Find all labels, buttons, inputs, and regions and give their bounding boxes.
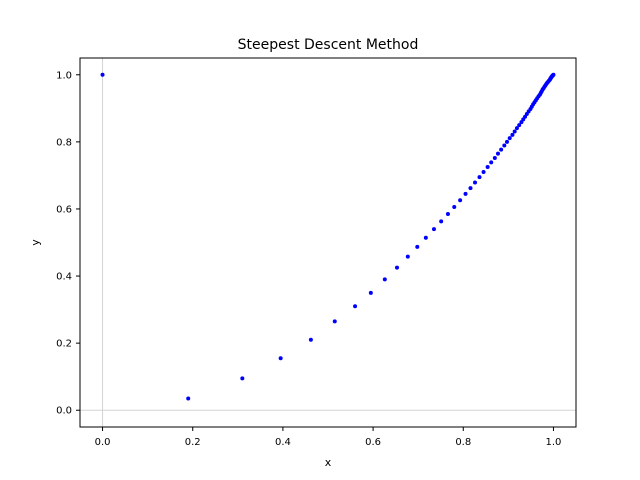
data-point bbox=[502, 143, 507, 148]
data-point bbox=[489, 160, 494, 165]
x-tick-label: 0.6 bbox=[365, 437, 381, 448]
data-point bbox=[405, 254, 410, 259]
data-point bbox=[423, 235, 428, 240]
data-point bbox=[468, 186, 473, 191]
x-tick-label: 0.8 bbox=[455, 437, 471, 448]
data-point bbox=[507, 136, 512, 141]
plot-frame bbox=[79, 57, 577, 428]
x-ticks: 0.0 0.2 0.4 0.6 0.8 1.0 bbox=[95, 427, 562, 448]
data-point bbox=[415, 244, 420, 249]
data-point bbox=[463, 191, 468, 196]
data-point bbox=[514, 126, 519, 131]
data-point bbox=[100, 72, 105, 77]
x-tick-label: 1.0 bbox=[546, 437, 562, 448]
x-axis-label: x bbox=[325, 456, 332, 469]
y-ticks: 0.0 0.2 0.4 0.6 0.8 1.0 bbox=[56, 70, 80, 417]
data-point bbox=[445, 211, 450, 216]
x-tick-label: 0.2 bbox=[185, 437, 201, 448]
data-point bbox=[458, 198, 463, 203]
data-point bbox=[332, 319, 337, 324]
y-tick-label: 0.2 bbox=[56, 339, 72, 350]
data-point bbox=[485, 165, 490, 170]
data-point bbox=[382, 277, 387, 282]
data-point bbox=[492, 155, 497, 160]
chart-title: Steepest Descent Method bbox=[238, 37, 419, 53]
data-point bbox=[477, 175, 482, 180]
data-point bbox=[452, 204, 457, 209]
data-point bbox=[481, 170, 486, 175]
data-point bbox=[278, 356, 283, 361]
y-tick-label: 0.6 bbox=[56, 204, 72, 215]
data-point bbox=[353, 304, 358, 309]
data-point bbox=[551, 72, 556, 77]
x-tick-label: 0.0 bbox=[95, 437, 111, 448]
y-tick-label: 0.4 bbox=[56, 272, 72, 283]
data-point bbox=[505, 139, 510, 144]
data-point bbox=[186, 396, 191, 401]
y-tick-label: 0.8 bbox=[56, 137, 72, 148]
data-point bbox=[472, 180, 477, 185]
data-point bbox=[431, 227, 436, 232]
y-tick-label: 0.0 bbox=[56, 406, 72, 417]
data-point bbox=[240, 376, 245, 381]
data-point bbox=[517, 123, 522, 128]
data-point bbox=[510, 132, 515, 137]
reference-lines bbox=[80, 58, 576, 427]
data-points bbox=[100, 72, 556, 401]
y-tick-label: 1.0 bbox=[56, 70, 72, 81]
data-point bbox=[439, 219, 444, 224]
data-point bbox=[499, 147, 504, 152]
data-point bbox=[394, 265, 399, 270]
data-point bbox=[495, 151, 500, 156]
data-point bbox=[368, 290, 373, 295]
x-tick-label: 0.4 bbox=[275, 437, 291, 448]
data-point bbox=[308, 337, 313, 342]
y-axis-label: y bbox=[29, 239, 42, 246]
data-point bbox=[512, 129, 517, 134]
